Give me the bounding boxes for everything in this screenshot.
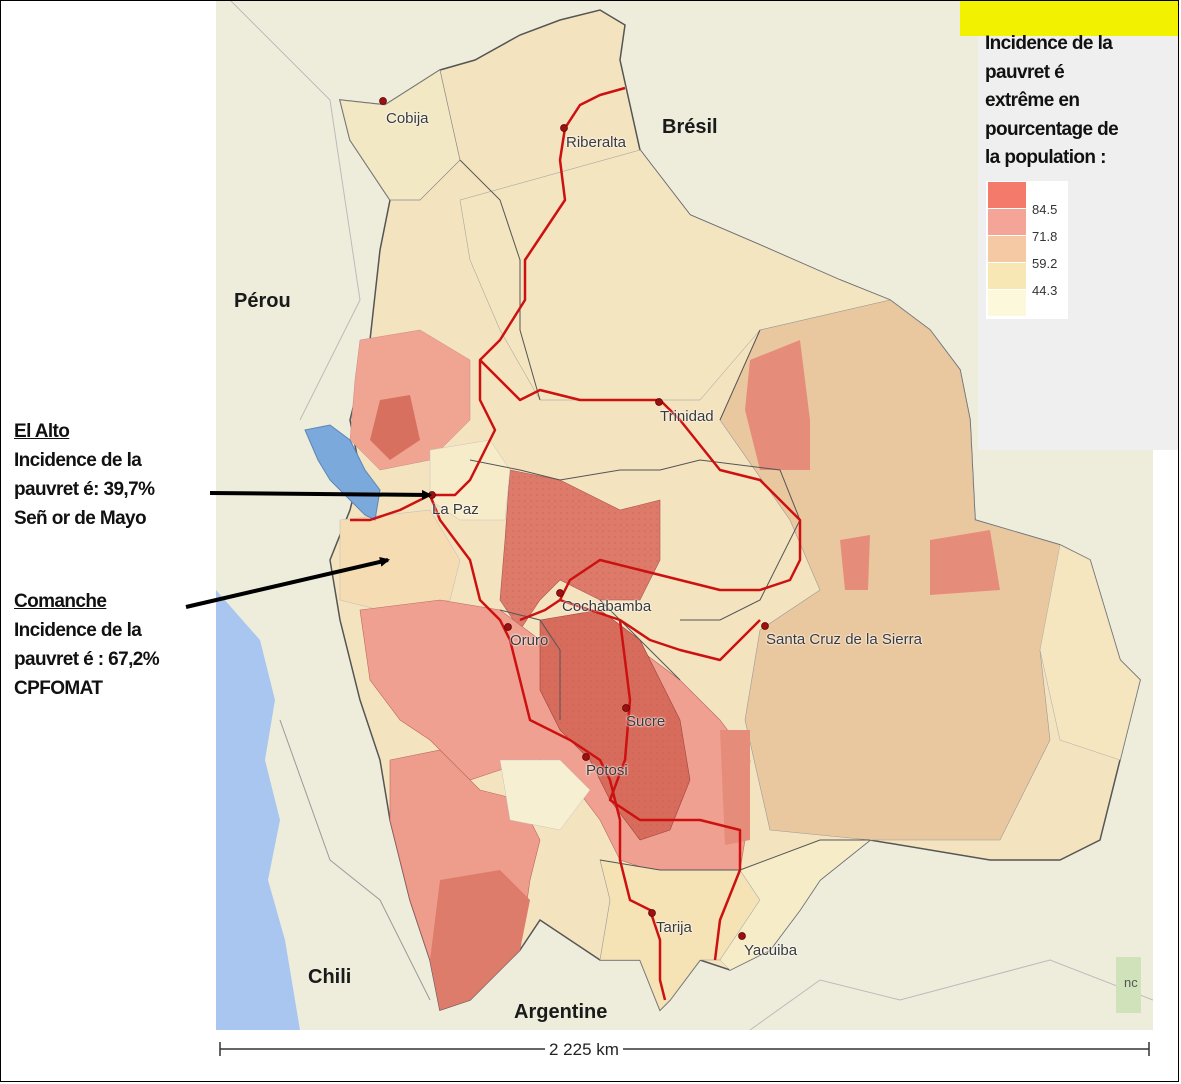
annotation-comanche-line2: pauvret é : 67,2%: [14, 649, 160, 670]
border-chile-argentina: [279, 719, 431, 1001]
city-label-cobija: Cobija: [386, 110, 429, 127]
annotation-comanche-line1: Incidence de la: [14, 620, 142, 641]
city-label-sucre: Sucre: [626, 713, 666, 730]
velasco-zone: [745, 340, 810, 470]
map-tool-label: nc: [1124, 975, 1138, 990]
legend-row: 71.8: [986, 229, 1068, 262]
city-label-yacuiba: Yacuiba: [744, 942, 798, 959]
annotation-el-alto-line1: Incidence de la: [14, 450, 142, 471]
annotation-el-alto: El Alto Incidence de la pauvret é: 39,7%…: [14, 417, 155, 533]
city-label-santa-cruz: Santa Cruz de la Sierra: [766, 631, 922, 648]
legend-title-line: pourcentage de: [985, 118, 1119, 140]
legend-row: 84.5: [986, 202, 1068, 235]
legend-title-line: Incidence de la: [985, 33, 1113, 54]
legend-swatch: [988, 290, 1026, 316]
country-label-bresil: Brésil: [662, 116, 718, 138]
legend-title-line: pauvret é: [985, 61, 1065, 83]
chuquisaca-dots: [540, 610, 690, 840]
chiquitos-zone: [930, 530, 1000, 595]
border-paraguay: [749, 959, 1153, 1030]
annotation-el-alto-line2: pauvret é: 39,7%: [14, 479, 155, 500]
city-label-tarija: Tarija: [656, 919, 692, 936]
city-label-la-paz: La Paz: [432, 501, 479, 518]
city-label-oruro: Oruro: [510, 632, 549, 649]
legend-title: Incidence de la pauvret é extrême en pou…: [985, 30, 1175, 173]
city-label-potosi: Potosi: [586, 762, 628, 779]
scale-bar: [219, 1042, 1150, 1056]
legend-row: 44.3: [986, 283, 1068, 316]
legend-title-line: extrême en: [985, 90, 1080, 112]
map-tool-button[interactable]: nc: [1116, 957, 1141, 1013]
legend-row: 59.2: [986, 256, 1068, 289]
legend-row: [986, 181, 1068, 208]
legend-swatch: [988, 263, 1026, 289]
annotation-comanche-name: Comanche: [14, 591, 107, 612]
city-label-riberalta: Riberalta: [566, 134, 627, 151]
cochabamba-dots: [500, 470, 660, 630]
annotation-comanche-line3: CPFOMAT: [14, 678, 103, 699]
legend-header-highlight: [960, 0, 1179, 36]
city-markers: [379, 97, 769, 940]
altiplano-west-zone: [339, 509, 461, 611]
larecaja-zone: [370, 395, 420, 460]
cordillera-strip-zone: [720, 730, 750, 845]
santa-cruz-zone: [719, 299, 1091, 841]
light-pocket-1: [499, 759, 591, 831]
city-label-cochabamba: Cochabamba: [562, 598, 652, 615]
country-label-chili: Chili: [308, 966, 352, 988]
annotation-comanche: Comanche Incidence de la pauvret é : 67,…: [14, 587, 160, 703]
country-label-perou: Pérou: [234, 290, 291, 312]
border-peru: [229, 0, 361, 421]
legend-title-line: la population :: [985, 147, 1106, 169]
arrow-el-alto: [209, 489, 432, 500]
legend-swatches: 84.5 71.8 59.2 44.3: [986, 181, 1068, 319]
pacific-ocean: [216, 590, 300, 1030]
german-busch-zone: [1039, 544, 1141, 761]
nuflo-zone: [840, 535, 870, 590]
city-label-trinidad: Trinidad: [660, 408, 714, 425]
legend-swatch: [988, 236, 1026, 262]
arrow-comanche: [185, 556, 390, 609]
annotation-el-alto-line3: Señ or de Mayo: [14, 508, 147, 529]
country-label-argentine: Argentine: [514, 1001, 608, 1023]
scale-label: 2 225 km: [545, 1040, 623, 1060]
pando-zone: [339, 69, 461, 201]
sud-lipez-dark-zone: [430, 870, 530, 1010]
legend-label: 44.3: [1032, 283, 1058, 298]
legend-label: 84.5: [1032, 202, 1058, 217]
legend-label: 71.8: [1032, 229, 1058, 244]
bolivia-map: [216, 0, 1153, 1030]
legend-label: 59.2: [1032, 256, 1058, 271]
legend-swatch: [988, 182, 1026, 208]
annotation-el-alto-name: El Alto: [14, 421, 70, 442]
legend-swatch: [988, 209, 1026, 235]
